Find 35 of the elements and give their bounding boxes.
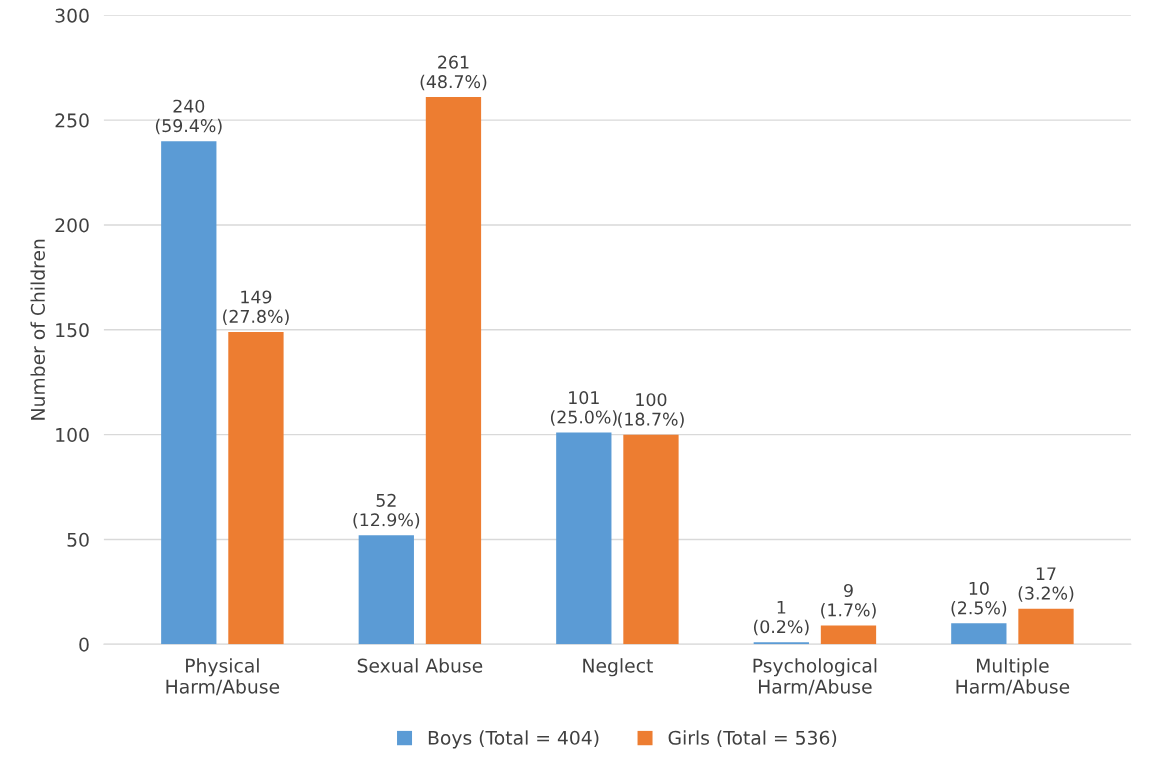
data-label: 52 (12.9%) [353, 493, 420, 529]
y-tick-label: 250 [55, 113, 89, 128]
bar [358, 535, 414, 645]
x-tick-label: Physical Harm/Abuse [166, 658, 280, 696]
y-tick-label: 300 [55, 8, 89, 23]
y-tick-label: 50 [67, 532, 89, 547]
y-tick-label: 100 [56, 427, 89, 443]
bar [753, 642, 809, 645]
x-tick-label: Neglect [583, 658, 653, 677]
bar [161, 141, 217, 645]
legend-label: Boys (Total = 404) [428, 730, 599, 749]
bar [556, 432, 612, 645]
bar [820, 625, 877, 645]
data-label: 10 (2.5%) [951, 581, 1007, 617]
y-axis-title: Number of Children [30, 239, 45, 420]
y-tick-label: 0 [79, 637, 89, 652]
x-tick-label: Psychological Harm/Abuse [753, 658, 877, 696]
data-label: 240 (59.4%) [155, 99, 222, 135]
data-label: 9 (1.7%) [821, 583, 876, 619]
data-label: 17 (3.2%) [1018, 567, 1074, 602]
legend-label: Girls (Total = 536) [668, 730, 837, 748]
data-label: 261 (48.7%) [420, 55, 487, 91]
x-tick-label: Multiple Harm/Abuse [956, 658, 1070, 696]
data-label: 100 (18.7%) [618, 393, 684, 428]
x-tick-label: Sexual Abuse [357, 658, 483, 673]
bar [1018, 608, 1074, 645]
y-tick-label: 200 [55, 218, 89, 233]
bar [425, 97, 482, 645]
bar [228, 331, 284, 645]
data-label: 101 (25.0%) [550, 391, 617, 426]
bar [623, 434, 679, 645]
y-tick-label: 150 [56, 323, 89, 338]
bar [951, 623, 1007, 645]
data-label: 1 (0.2%) [753, 600, 809, 636]
data-label: 149 (27.8%) [223, 290, 289, 326]
